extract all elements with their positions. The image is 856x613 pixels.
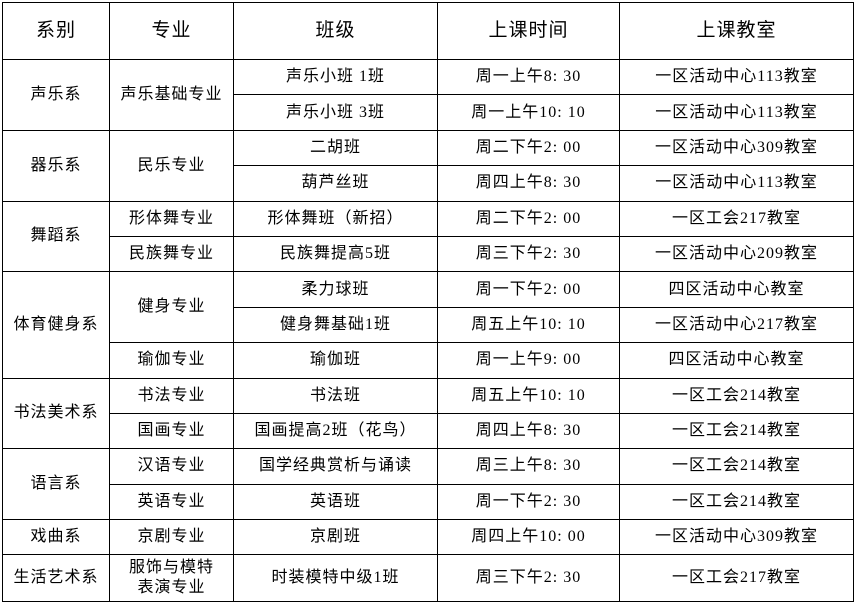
major-cell: 健身专业 bbox=[109, 271, 234, 344]
department-cell: 舞蹈系 bbox=[2, 200, 110, 273]
class-name-cell: 书法班 bbox=[233, 377, 438, 414]
class-time-cell: 周一上午9: 00 bbox=[437, 342, 620, 379]
department-cell: 书法美术系 bbox=[2, 377, 110, 450]
major-cell: 声乐基础专业 bbox=[109, 59, 234, 131]
classroom-cell: 一区工会217教室 bbox=[619, 554, 854, 603]
class-time-cell: 周二下午2: 00 bbox=[437, 129, 620, 167]
class-time-cell: 周四上午10: 00 bbox=[437, 519, 620, 556]
class-name-cell: 二胡班 bbox=[233, 129, 438, 167]
classroom-cell: 一区工会214教室 bbox=[619, 377, 854, 414]
class-time-cell: 周三上午8: 30 bbox=[437, 448, 620, 485]
class-time-cell: 周五上午10: 10 bbox=[437, 377, 620, 414]
header-major: 专业 bbox=[109, 2, 234, 60]
class-time-cell: 周一下午2: 30 bbox=[437, 483, 620, 521]
department-cell: 体育健身系 bbox=[2, 271, 110, 379]
table-row: 戏曲系 京剧专业 京剧班 周四上午10: 00 一区活动中心309教室 bbox=[2, 519, 854, 556]
department-cell: 生活艺术系 bbox=[2, 554, 110, 603]
class-schedule-table: 系别 专业 班级 上课时间 上课教室 声乐系 声乐基础专业 声乐小班 1班 周一上午8… bbox=[2, 2, 854, 603]
classroom-cell: 一区活动中心217教室 bbox=[619, 306, 854, 344]
header-department: 系别 bbox=[2, 2, 110, 60]
class-time-cell: 周一上午10: 10 bbox=[437, 94, 620, 131]
classroom-cell: 一区活动中心209教室 bbox=[619, 235, 854, 273]
department-cell: 声乐系 bbox=[2, 59, 110, 131]
table-row: 瑜伽专业 瑜伽班 周一上午9: 00 四区活动中心教室 bbox=[3, 342, 854, 379]
major-cell: 形体舞专业 bbox=[109, 200, 234, 237]
major-cell: 汉语专业 bbox=[109, 448, 234, 485]
classroom-cell: 一区活动中心309教室 bbox=[619, 519, 854, 556]
class-name-cell: 瑜伽班 bbox=[233, 342, 438, 379]
class-name-cell: 葫芦丝班 bbox=[233, 165, 438, 202]
table-row: 英语专业 英语班 周一下午2: 30 一区工会214教室 bbox=[3, 483, 854, 521]
class-name-cell: 国学经典赏析与诵读 bbox=[233, 448, 438, 485]
major-cell: 服饰与模特 表演专业 bbox=[109, 554, 234, 603]
class-name-cell: 声乐小班 3班 bbox=[233, 94, 438, 131]
class-time-cell: 周三下午2: 30 bbox=[437, 554, 620, 603]
class-time-cell: 周一上午8: 30 bbox=[437, 58, 620, 96]
class-time-cell: 周四上午8: 30 bbox=[437, 412, 620, 450]
department-cell: 器乐系 bbox=[2, 129, 110, 202]
class-name-cell: 健身舞基础1班 bbox=[233, 306, 438, 344]
table-row: 语言系 汉语专业 国学经典赏析与诵读 周三上午8: 30 一区工会214教室 bbox=[2, 448, 854, 521]
classroom-cell: 四区活动中心教室 bbox=[619, 271, 854, 308]
classroom-cell: 一区工会214教室 bbox=[619, 483, 854, 521]
class-time-cell: 周四上午8: 30 bbox=[437, 165, 620, 202]
major-cell: 书法专业 bbox=[109, 377, 234, 414]
class-name-cell: 京剧班 bbox=[233, 519, 438, 556]
class-name-cell: 国画提高2班（花鸟） bbox=[233, 412, 438, 450]
department-cell: 戏曲系 bbox=[2, 519, 110, 556]
classroom-cell: 一区活动中心309教室 bbox=[619, 129, 854, 167]
class-name-cell: 声乐小班 1班 bbox=[233, 58, 438, 96]
classroom-cell: 一区活动中心113教室 bbox=[619, 58, 854, 96]
major-cell: 瑜伽专业 bbox=[109, 342, 234, 379]
class-name-cell: 时装模特中级1班 bbox=[233, 554, 438, 603]
table-row: 体育健身系 健身专业 柔力球班 周一下午2: 00 四区活动中心教室 bbox=[2, 271, 854, 379]
classroom-cell: 一区活动中心113教室 bbox=[619, 94, 854, 131]
major-cell: 民乐专业 bbox=[109, 129, 234, 202]
class-time-cell: 周一下午2: 00 bbox=[437, 271, 620, 308]
table-row: 器乐系 民乐专业 二胡班 周二下午2: 00 一区活动中心309教室 bbox=[2, 129, 854, 202]
major-cell: 英语专业 bbox=[109, 483, 234, 521]
classroom-cell: 一区工会217教室 bbox=[619, 200, 854, 237]
classroom-cell: 一区工会214教室 bbox=[619, 448, 854, 485]
table-row: 声乐系 声乐基础专业 声乐小班 1班 周一上午8: 30 一区活动中心113教室 bbox=[2, 58, 854, 131]
table-row: 舞蹈系 形体舞专业 形体舞班（新招） 周二下午2: 00 一区工会217教室 bbox=[2, 200, 854, 273]
class-name-cell: 民族舞提高5班 bbox=[233, 235, 438, 273]
header-row: 系别 专业 班级 上课时间 上课教室 bbox=[2, 2, 854, 60]
class-name-cell: 柔力球班 bbox=[233, 271, 438, 308]
classroom-cell: 四区活动中心教室 bbox=[619, 342, 854, 379]
class-time-cell: 周二下午2: 00 bbox=[437, 200, 620, 237]
table-row: 生活艺术系 服饰与模特 表演专业 时装模特中级1班 周三下午2: 30 一区工会217教… bbox=[2, 554, 854, 603]
header-class: 班级 bbox=[233, 2, 438, 60]
classroom-cell: 一区工会214教室 bbox=[619, 412, 854, 450]
department-cell: 语言系 bbox=[2, 448, 110, 521]
table-body: 声乐系 声乐基础专业 声乐小班 1班 周一上午8: 30 一区活动中心113教室 声乐小班… bbox=[2, 58, 854, 603]
class-name-cell: 形体舞班（新招） bbox=[233, 200, 438, 237]
table-row: 书法美术系 书法专业 书法班 周五上午10: 10 一区工会214教室 bbox=[2, 377, 854, 450]
class-name-cell: 英语班 bbox=[233, 483, 438, 521]
classroom-cell: 一区活动中心113教室 bbox=[619, 165, 854, 202]
table-row: 健身舞基础1班 周五上午10: 10 一区活动中心217教室 bbox=[3, 306, 854, 344]
class-time-cell: 周三下午2: 30 bbox=[437, 235, 620, 273]
header-time: 上课时间 bbox=[437, 2, 620, 60]
table-row: 国画专业 国画提高2班（花鸟） 周四上午8: 30 一区工会214教室 bbox=[3, 412, 854, 450]
major-cell: 国画专业 bbox=[109, 412, 234, 450]
table-row: 民族舞专业 民族舞提高5班 周三下午2: 30 一区活动中心209教室 bbox=[3, 235, 854, 273]
table-row: 声乐小班 3班 周一上午10: 10 一区活动中心113教室 bbox=[3, 94, 854, 131]
header-room: 上课教室 bbox=[619, 2, 854, 60]
table-row: 葫芦丝班 周四上午8: 30 一区活动中心113教室 bbox=[3, 165, 854, 202]
major-cell: 京剧专业 bbox=[109, 519, 234, 556]
class-time-cell: 周五上午10: 10 bbox=[437, 306, 620, 344]
major-cell: 民族舞专业 bbox=[109, 235, 234, 273]
